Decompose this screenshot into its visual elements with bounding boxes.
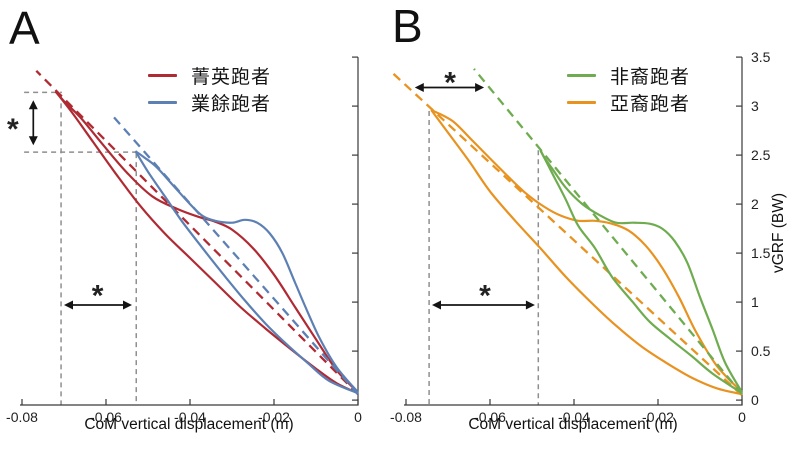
legend-item-amateur: 業餘跑者 [148, 89, 271, 116]
panel-b-x-tick-label: -0.08 [390, 409, 422, 425]
panel-b-x-tick-label: 0 [738, 409, 746, 425]
curve-elite-loop-unloading [54, 90, 359, 395]
panel-b-x-tick-label: -0.06 [474, 409, 506, 425]
panel-b-y-tick-label: 2.5 [751, 147, 771, 163]
curve-african-loop-loading [539, 149, 743, 393]
legend-line-elite-icon [148, 74, 177, 77]
panel-a-letter: A [9, 2, 40, 54]
panel-a-significance-star: * [7, 113, 19, 146]
legend-panel-b: 非裔跑者 亞裔跑者 [567, 62, 690, 116]
panel-b-x-tick-label: -0.02 [642, 409, 674, 425]
legend-line-african-icon [567, 74, 596, 77]
panel-a-x-tick-label: -0.04 [174, 409, 206, 425]
curve-african-loop-unloading [539, 149, 743, 395]
x-axis-title-panel-b: CoM vertical displacement (m) [468, 416, 678, 433]
panel-a-x-tick-label: -0.02 [258, 409, 290, 425]
panel-b-significance-star: * [479, 279, 491, 312]
panel-b-y-tick-label: 3.5 [751, 49, 771, 65]
legend-item-african: 非裔跑者 [567, 62, 690, 89]
y-axis-title: vGRF (BW) [770, 192, 787, 274]
panel-b-y-tick-label: 3 [751, 98, 759, 114]
legend-line-asian-icon [567, 101, 596, 104]
curve-elite-stiffness [35, 69, 359, 396]
panel-b-significance-star: * [444, 67, 456, 100]
panel-a-significance-star: * [92, 279, 104, 312]
x-axis-title-panel-a: CoM vertical displacement (m) [84, 416, 294, 433]
legend-line-amateur-icon [148, 101, 177, 104]
legend-label-elite: 菁英跑者 [191, 67, 272, 88]
panel-b-letter: B [392, 0, 423, 52]
panel-a-x-tick-label: -0.06 [90, 409, 122, 425]
curve-amateur-stiffness [109, 112, 359, 395]
curve-asian-loop-loading [430, 109, 743, 394]
panel-b-y-tick-label: 1.5 [751, 245, 771, 261]
curve-asian-stiffness [392, 72, 743, 397]
legend-label-african: 非裔跑者 [610, 67, 691, 88]
curve-asian-loop-unloading [430, 109, 743, 396]
panel-a-x-tick-label: -0.08 [6, 409, 38, 425]
panel-b-y-tick-label: 0.5 [751, 343, 771, 359]
legend-panel-a: 菁英跑者 業餘跑者 [148, 62, 271, 116]
legend-item-elite: 菁英跑者 [148, 62, 271, 89]
legend-item-asian: 亞裔跑者 [567, 89, 690, 116]
curve-african-stiffness [473, 68, 743, 395]
panel-b-x-tick-label: -0.04 [558, 409, 590, 425]
panel-b-y-tick-label: 0 [751, 392, 759, 408]
curve-amateur-loop-unloading [134, 150, 359, 395]
panel-b-y-tick-label: 2 [751, 196, 759, 212]
panel-a-x-tick-label: 0 [354, 409, 362, 425]
panel-b-y-tick-label: 1 [751, 294, 759, 310]
legend-label-amateur: 業餘跑者 [191, 94, 272, 115]
legend-label-asian: 亞裔跑者 [610, 94, 691, 115]
